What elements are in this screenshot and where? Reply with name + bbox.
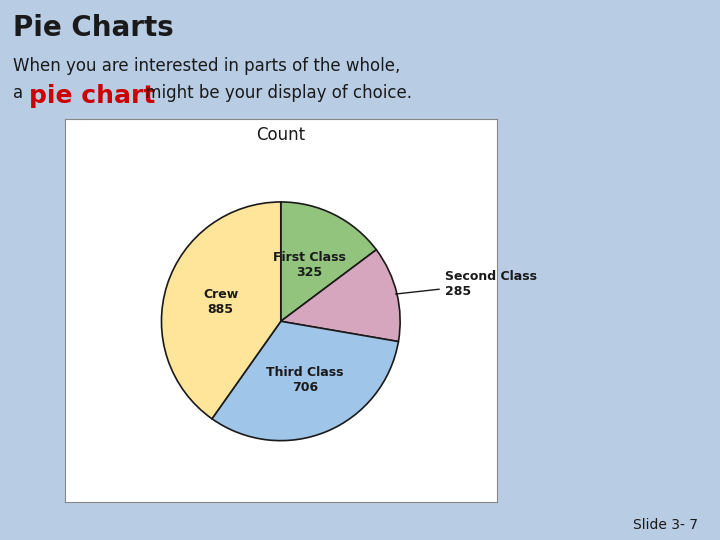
Title: Count: Count	[256, 126, 305, 144]
Wedge shape	[161, 202, 281, 418]
Text: Crew
885: Crew 885	[203, 288, 238, 316]
Text: When you are interested in parts of the whole,: When you are interested in parts of the …	[13, 57, 400, 75]
Text: a: a	[13, 84, 28, 102]
Text: might be your display of choice.: might be your display of choice.	[140, 84, 413, 102]
Wedge shape	[281, 202, 377, 321]
Text: pie chart: pie chart	[29, 84, 156, 107]
Wedge shape	[281, 249, 400, 342]
Wedge shape	[212, 321, 398, 441]
Text: Slide 3- 7: Slide 3- 7	[634, 518, 698, 532]
Text: First Class
325: First Class 325	[273, 251, 346, 279]
Text: Third Class
706: Third Class 706	[266, 366, 343, 394]
Text: Pie Charts: Pie Charts	[13, 14, 174, 42]
Text: Second Class
285: Second Class 285	[395, 269, 537, 298]
